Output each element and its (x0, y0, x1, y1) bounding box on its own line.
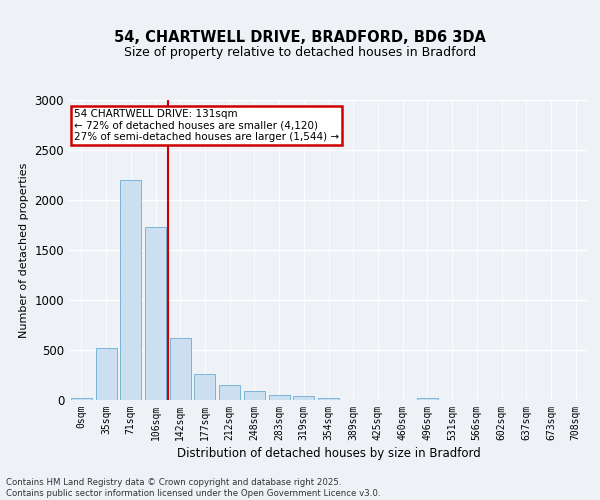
Bar (269, 394, 290, 400)
Bar (194, 374, 215, 400)
Text: Contains HM Land Registry data © Crown copyright and database right 2025.
Contai: Contains HM Land Registry data © Crown c… (6, 478, 380, 498)
Text: Size of property relative to detached houses in Bradford: Size of property relative to detached ho… (124, 46, 476, 59)
Bar (145, 227, 166, 400)
Text: 54 CHARTWELL DRIVE: 131sqm
← 72% of detached houses are smaller (4,120)
27% of s: 54 CHARTWELL DRIVE: 131sqm ← 72% of deta… (74, 109, 340, 142)
Bar (318, 398, 339, 400)
Bar (95, 348, 116, 400)
Bar (71, 398, 92, 400)
Bar (219, 385, 240, 400)
Bar (120, 180, 141, 400)
Text: 54, CHARTWELL DRIVE, BRADFORD, BD6 3DA: 54, CHARTWELL DRIVE, BRADFORD, BD6 3DA (114, 30, 486, 45)
Bar (293, 396, 314, 400)
Bar (417, 398, 438, 400)
X-axis label: Distribution of detached houses by size in Bradford: Distribution of detached houses by size … (176, 447, 481, 460)
Bar (244, 391, 265, 400)
Bar (170, 338, 191, 400)
Y-axis label: Number of detached properties: Number of detached properties (19, 162, 29, 338)
